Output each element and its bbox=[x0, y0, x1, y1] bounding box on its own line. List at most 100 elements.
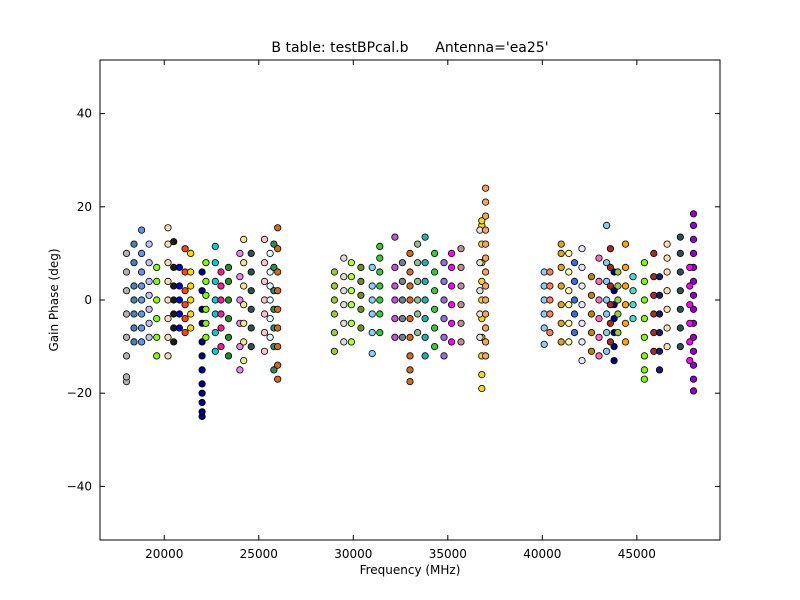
data-point bbox=[629, 314, 637, 323]
data-point bbox=[655, 347, 664, 355]
data-point bbox=[621, 263, 630, 271]
data-point bbox=[270, 263, 278, 271]
data-point bbox=[476, 287, 484, 295]
data-point bbox=[565, 268, 573, 276]
data-point bbox=[330, 282, 338, 290]
data-point bbox=[447, 319, 456, 327]
data-point bbox=[260, 310, 269, 318]
data-point bbox=[164, 259, 172, 267]
data-point bbox=[202, 333, 210, 341]
data-point bbox=[614, 282, 622, 290]
data-point bbox=[138, 249, 146, 257]
data-point bbox=[224, 263, 233, 271]
data-point bbox=[138, 296, 146, 304]
data-point bbox=[398, 333, 406, 341]
data-point bbox=[413, 277, 422, 285]
data-point bbox=[130, 282, 138, 290]
data-point bbox=[260, 259, 269, 267]
data-point bbox=[266, 333, 274, 341]
data-point bbox=[224, 333, 233, 341]
data-point bbox=[340, 301, 348, 309]
data-point bbox=[447, 282, 456, 290]
data-point bbox=[602, 347, 611, 355]
data-point bbox=[217, 324, 225, 332]
data-point bbox=[181, 328, 189, 337]
data-point bbox=[217, 296, 225, 304]
data-point bbox=[202, 305, 210, 313]
data-point bbox=[340, 338, 348, 346]
data-point bbox=[602, 296, 611, 304]
y-axis-label: Gain Phase (deg) bbox=[47, 248, 61, 351]
data-point bbox=[595, 254, 603, 262]
data-point bbox=[217, 310, 225, 318]
data-point bbox=[578, 319, 586, 327]
data-point bbox=[413, 328, 422, 337]
data-point bbox=[153, 352, 161, 360]
data-point bbox=[578, 282, 586, 290]
data-point bbox=[347, 301, 355, 309]
data-point bbox=[266, 282, 274, 290]
data-point bbox=[211, 347, 219, 355]
data-point bbox=[614, 310, 622, 318]
data-point bbox=[540, 324, 548, 332]
data-point bbox=[655, 328, 664, 337]
data-point bbox=[413, 259, 422, 267]
data-point bbox=[689, 291, 698, 299]
data-point bbox=[565, 338, 573, 346]
data-point bbox=[546, 328, 554, 337]
data-point bbox=[145, 305, 153, 313]
data-point bbox=[198, 380, 206, 388]
data-point bbox=[447, 301, 456, 309]
data-point bbox=[270, 366, 278, 374]
data-point bbox=[686, 338, 694, 346]
data-point bbox=[440, 314, 448, 323]
data-point bbox=[236, 342, 244, 351]
data-point bbox=[481, 338, 490, 346]
data-point bbox=[689, 361, 698, 369]
data-point bbox=[481, 240, 490, 248]
data-point bbox=[198, 352, 206, 360]
data-point bbox=[240, 319, 248, 327]
data-point bbox=[602, 310, 611, 318]
data-point bbox=[606, 301, 615, 309]
data-point bbox=[481, 212, 490, 220]
data-point bbox=[640, 314, 649, 323]
data-point bbox=[274, 287, 282, 295]
data-point bbox=[164, 352, 172, 360]
data-point bbox=[440, 277, 448, 285]
data-point bbox=[640, 375, 649, 383]
data-point bbox=[689, 277, 698, 285]
data-point bbox=[481, 324, 490, 332]
data-point bbox=[578, 338, 586, 346]
data-point bbox=[663, 342, 671, 351]
data-point bbox=[481, 254, 490, 262]
data-point bbox=[676, 233, 684, 241]
data-point bbox=[274, 224, 282, 232]
data-point bbox=[655, 291, 664, 299]
data-point bbox=[164, 314, 172, 323]
data-point bbox=[689, 221, 698, 229]
data-point bbox=[145, 291, 153, 299]
data-point bbox=[557, 282, 565, 290]
data-point bbox=[274, 305, 282, 313]
data-point bbox=[211, 242, 219, 250]
data-point bbox=[629, 287, 637, 295]
data-point bbox=[202, 319, 210, 327]
data-point bbox=[570, 277, 579, 285]
data-point bbox=[570, 296, 579, 304]
data-point bbox=[217, 268, 225, 276]
data-point bbox=[610, 356, 618, 365]
data-point bbox=[391, 314, 399, 323]
data-point bbox=[663, 324, 671, 332]
data-point bbox=[676, 342, 684, 351]
data-point bbox=[481, 282, 490, 290]
data-point bbox=[689, 347, 698, 355]
data-point bbox=[130, 259, 138, 267]
data-point bbox=[198, 287, 206, 295]
data-point bbox=[236, 249, 244, 257]
data-point bbox=[610, 287, 618, 295]
data-point bbox=[587, 291, 596, 299]
data-point bbox=[546, 310, 554, 318]
data-point bbox=[578, 301, 586, 309]
